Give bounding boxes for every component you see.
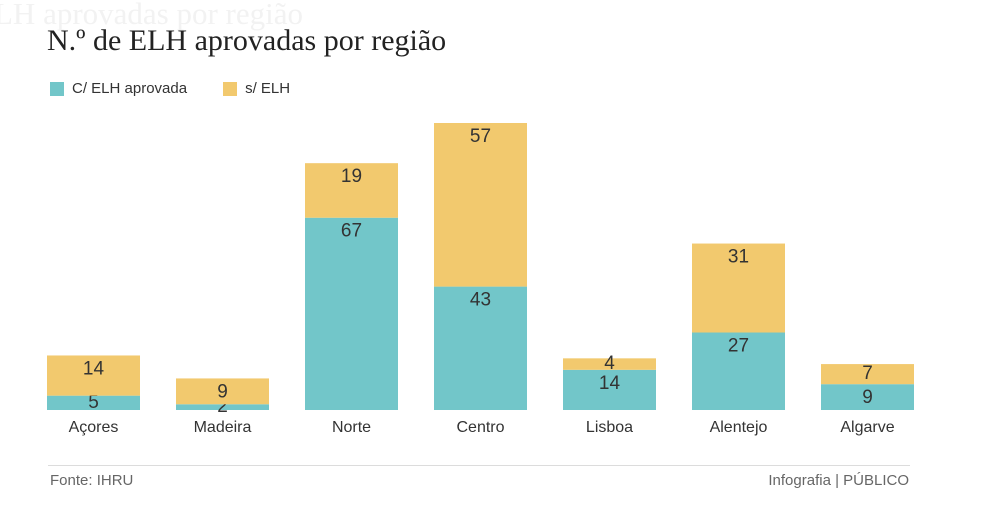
bar-alentejo-without xyxy=(692,243,785,333)
data-label-norte-approved: 67 xyxy=(341,221,362,242)
data-label-acores-without: 14 xyxy=(83,358,105,379)
data-label-centro-approved: 43 xyxy=(470,290,491,311)
data-label-acores-approved: 5 xyxy=(88,392,99,413)
bar-lisboa-approved xyxy=(563,369,656,410)
legend-swatch-without xyxy=(223,81,238,96)
source-note: Fonte: IHRU xyxy=(50,472,134,489)
legend-label-approved: C/ ELH aprovada xyxy=(72,80,188,97)
data-label-lisboa-approved: 14 xyxy=(599,373,621,394)
x-tick-label-lisboa: Lisboa xyxy=(586,419,633,436)
bar-acores-without xyxy=(47,355,140,396)
chart-legend: C/ ELH aprovada s/ ELH xyxy=(50,80,290,97)
data-label-alentejo-without: 31 xyxy=(728,247,749,268)
data-label-centro-without: 57 xyxy=(470,126,491,147)
bar-alentejo-approved xyxy=(692,332,785,410)
faded-background-title: LH aprovadas por região xyxy=(0,0,304,31)
bar-lisboa-without xyxy=(563,358,656,370)
data-label-madeira-without: 9 xyxy=(217,381,228,402)
legend-label-without: s/ ELH xyxy=(245,80,291,97)
legend-item-without: s/ ELH xyxy=(223,80,290,97)
x-tick-label-madeira: Madeira xyxy=(194,419,252,436)
data-label-algarve-without: 7 xyxy=(862,363,873,384)
x-tick-label-algarve: Algarve xyxy=(840,419,894,436)
x-tick-label-centro: Centro xyxy=(456,419,504,436)
legend-swatch-approved xyxy=(50,81,64,96)
x-tick-label-acores: Açores xyxy=(69,419,119,436)
bar-acores-approved xyxy=(47,395,140,410)
credit-note: Infografia | PÚBLICO xyxy=(768,472,909,489)
bar-centro-approved xyxy=(434,286,527,410)
bar-madeira-approved xyxy=(176,404,269,410)
bar-norte-without xyxy=(305,163,398,218)
bar-algarve-approved xyxy=(821,384,914,410)
chart-title: N.º de ELH aprovadas por região xyxy=(47,24,447,57)
data-label-madeira-approved: 2 xyxy=(217,396,228,417)
x-tick-label-norte: Norte xyxy=(332,419,371,436)
legend-item-approved: C/ ELH aprovada xyxy=(50,80,187,97)
data-label-norte-without: 19 xyxy=(341,166,362,187)
data-label-lisboa-without: 4 xyxy=(604,353,615,374)
data-label-algarve-approved: 9 xyxy=(862,387,873,408)
footer-divider xyxy=(48,465,910,466)
data-label-alentejo-approved: 27 xyxy=(728,336,749,357)
bar-centro-without xyxy=(434,123,527,287)
x-tick-label-alentejo: Alentejo xyxy=(710,419,768,436)
bar-norte-approved xyxy=(305,217,398,410)
bar-algarve-without xyxy=(821,364,914,385)
bar-madeira-without xyxy=(176,378,269,405)
